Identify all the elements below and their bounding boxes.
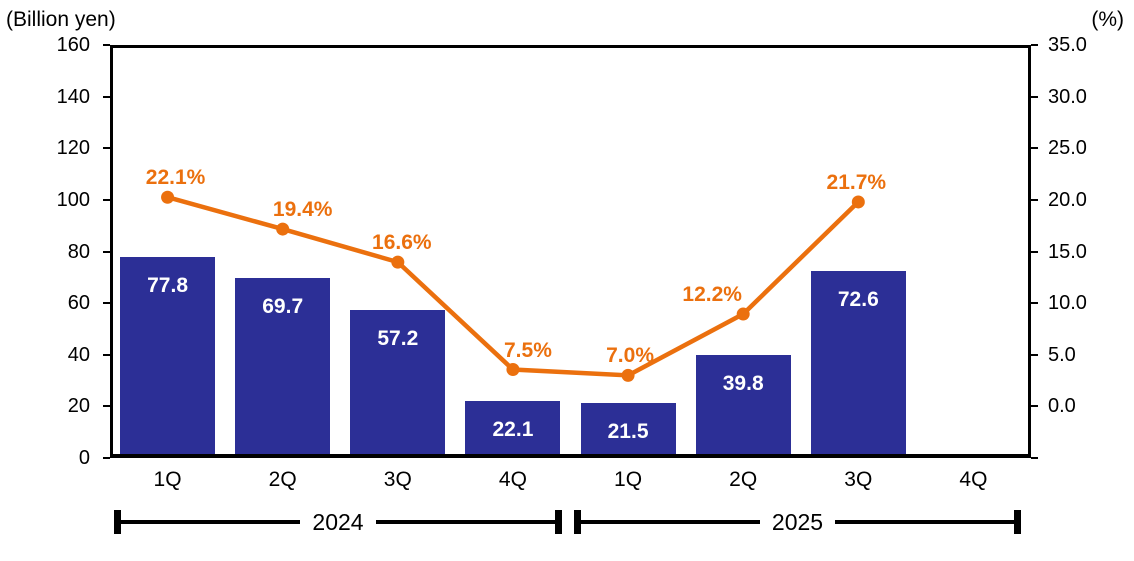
x-axis-tick-label: 3Q <box>844 468 873 491</box>
axis-tick-mark <box>103 302 110 305</box>
bar: 57.2 <box>350 310 446 454</box>
bracket-line <box>121 520 301 524</box>
bar-value-label: 77.8 <box>147 274 188 298</box>
axis-tick-mark <box>103 198 110 201</box>
axis-tick-mark <box>1031 302 1038 305</box>
year-group-bracket-2025: 2025 <box>574 509 1022 535</box>
x-axis-tick-label: 2Q <box>729 468 758 491</box>
bar: 77.8 <box>120 257 216 454</box>
y-axis-tick-label-right: 10.0 <box>1048 292 1087 315</box>
axis-tick-mark <box>103 405 110 408</box>
y-axis-tick-label-left: 20 <box>67 395 90 418</box>
y-axis-tick-label-right: 5.0 <box>1048 343 1076 366</box>
x-axis-tick-label: 4Q <box>498 468 527 491</box>
bracket-line <box>835 520 1015 524</box>
line-point-marker <box>161 190 175 204</box>
line-point-label: 7.0% <box>606 344 654 368</box>
axis-tick-mark <box>1031 44 1038 46</box>
axis-tick-mark <box>103 250 110 253</box>
axis-tick-mark <box>1031 353 1038 356</box>
y-axis-tick-label-left: 140 <box>56 85 90 108</box>
y-axis-tick-label-left: 120 <box>56 137 90 160</box>
line-point-label: 7.5% <box>504 338 552 362</box>
line-point-marker <box>276 222 290 236</box>
year-label-2024: 2024 <box>312 509 364 535</box>
y-axis-tick-label-right: 0.0 <box>1048 395 1076 418</box>
axis-tick-mark <box>1031 198 1038 201</box>
bar-value-label: 21.5 <box>607 419 649 443</box>
x-axis-tick-label: 2Q <box>268 468 297 491</box>
y-axis-tick-label-right: 20.0 <box>1048 188 1087 211</box>
x-axis-tick-label: 3Q <box>383 468 412 491</box>
bracket-cap <box>555 510 563 534</box>
x-axis-tick-label: 1Q <box>614 468 643 491</box>
y-axis-tick-label-left: 60 <box>67 292 90 315</box>
line-point-marker <box>851 195 865 209</box>
y-axis-tick-label-left: 0 <box>78 447 90 469</box>
axis-tick-mark <box>103 95 110 98</box>
bar-value-label: 22.1 <box>492 417 534 441</box>
axis-tick-mark <box>103 147 110 150</box>
axis-tick-mark <box>1031 147 1038 150</box>
y-axis-tick-label-left: 40 <box>67 343 90 366</box>
y-axis-tick-label-right: 25.0 <box>1048 137 1087 160</box>
year-label-2025: 2025 <box>771 509 824 535</box>
line-point-label: 22.1% <box>145 166 206 190</box>
axis-tick-mark <box>103 353 110 356</box>
line-point-label: 12.2% <box>682 283 742 307</box>
axis-tick-mark <box>1031 457 1038 459</box>
bracket-cap <box>574 510 581 534</box>
line-point-marker <box>621 368 635 382</box>
bar: 22.1 <box>465 400 561 454</box>
y-axis-tick-label-right: 30.0 <box>1048 85 1087 108</box>
y-axis-tick-label-left: 160 <box>56 34 90 56</box>
line-point-label: 19.4% <box>272 198 333 222</box>
axis-tick-mark <box>1031 405 1038 408</box>
bar: 21.5 <box>580 402 676 454</box>
bracket-line <box>375 520 556 524</box>
bar-value-label: 69.7 <box>262 295 304 319</box>
y-axis-tick-label-right: 35.0 <box>1048 34 1087 56</box>
right-axis-title: (%) <box>1091 8 1124 31</box>
bar-value-label: 72.6 <box>837 287 879 311</box>
line-point-marker <box>506 363 520 376</box>
bar-value-label: 57.2 <box>377 327 419 351</box>
axis-tick-mark <box>103 44 110 46</box>
year-group-bracket-2024: 2024 <box>114 509 563 535</box>
axis-tick-mark <box>1031 250 1038 253</box>
y-axis-tick-label-left: 80 <box>67 240 90 263</box>
bracket-cap <box>1014 510 1022 534</box>
line-point-label: 16.6% <box>372 231 432 255</box>
axis-tick-mark <box>103 457 110 459</box>
x-axis-tick-label: 4Q <box>959 468 988 491</box>
line-point-label: 21.7% <box>826 170 887 194</box>
line-point-marker <box>736 307 750 321</box>
bar: 39.8 <box>695 355 791 454</box>
left-axis-title: (Billion yen) <box>6 8 116 31</box>
bracket-cap <box>114 510 121 534</box>
axis-tick-mark <box>1031 95 1038 98</box>
bracket-line <box>581 520 760 524</box>
line-point-marker <box>391 255 405 269</box>
y-axis-tick-label-right: 15.0 <box>1048 240 1087 263</box>
bar: 72.6 <box>810 270 906 454</box>
x-axis-tick-label: 1Q <box>153 468 182 491</box>
bar-value-label: 39.8 <box>722 372 764 396</box>
bar: 69.7 <box>235 278 331 454</box>
y-axis-tick-label-left: 100 <box>56 188 90 211</box>
